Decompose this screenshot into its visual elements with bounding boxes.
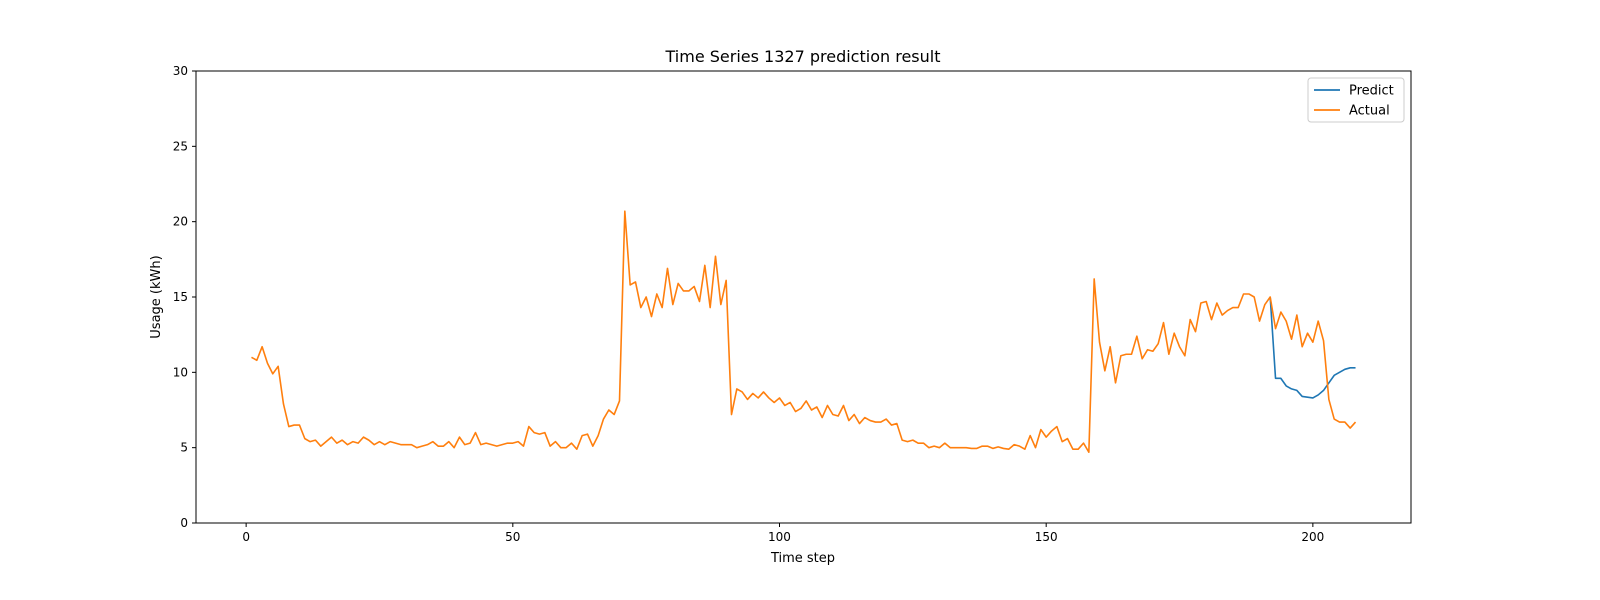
y-tick-label: 30 bbox=[173, 64, 188, 78]
x-tick-label: 150 bbox=[1035, 530, 1058, 544]
y-tick-label: 20 bbox=[173, 215, 188, 229]
ticks-layer: 0 50 100 150 200 0 5 10 15 20 25 30 bbox=[173, 64, 1325, 544]
legend-label-predict: Predict bbox=[1349, 84, 1394, 99]
y-tick-label: 10 bbox=[173, 365, 188, 379]
legend-label-actual: Actual bbox=[1349, 104, 1390, 119]
series-line-actual bbox=[251, 210, 1357, 453]
legend: Predict Actual bbox=[1307, 77, 1405, 123]
y-tick-label: 25 bbox=[173, 139, 188, 153]
x-axis-label: Time step bbox=[770, 551, 835, 566]
y-axis-label: Usage (kWh) bbox=[149, 255, 164, 338]
x-tick-label: 100 bbox=[768, 530, 791, 544]
x-tick-label: 200 bbox=[1301, 530, 1324, 544]
y-tick-label: 15 bbox=[173, 290, 188, 304]
x-tick-label: 50 bbox=[505, 530, 520, 544]
chart-title: Time Series 1327 prediction result bbox=[665, 47, 941, 66]
y-tick-label: 0 bbox=[180, 516, 188, 530]
series-line-predict bbox=[1269, 296, 1356, 399]
series-layer bbox=[251, 210, 1357, 453]
legend-box bbox=[1307, 77, 1405, 123]
x-tick-label: 0 bbox=[242, 530, 250, 544]
y-tick-label: 5 bbox=[180, 441, 188, 455]
